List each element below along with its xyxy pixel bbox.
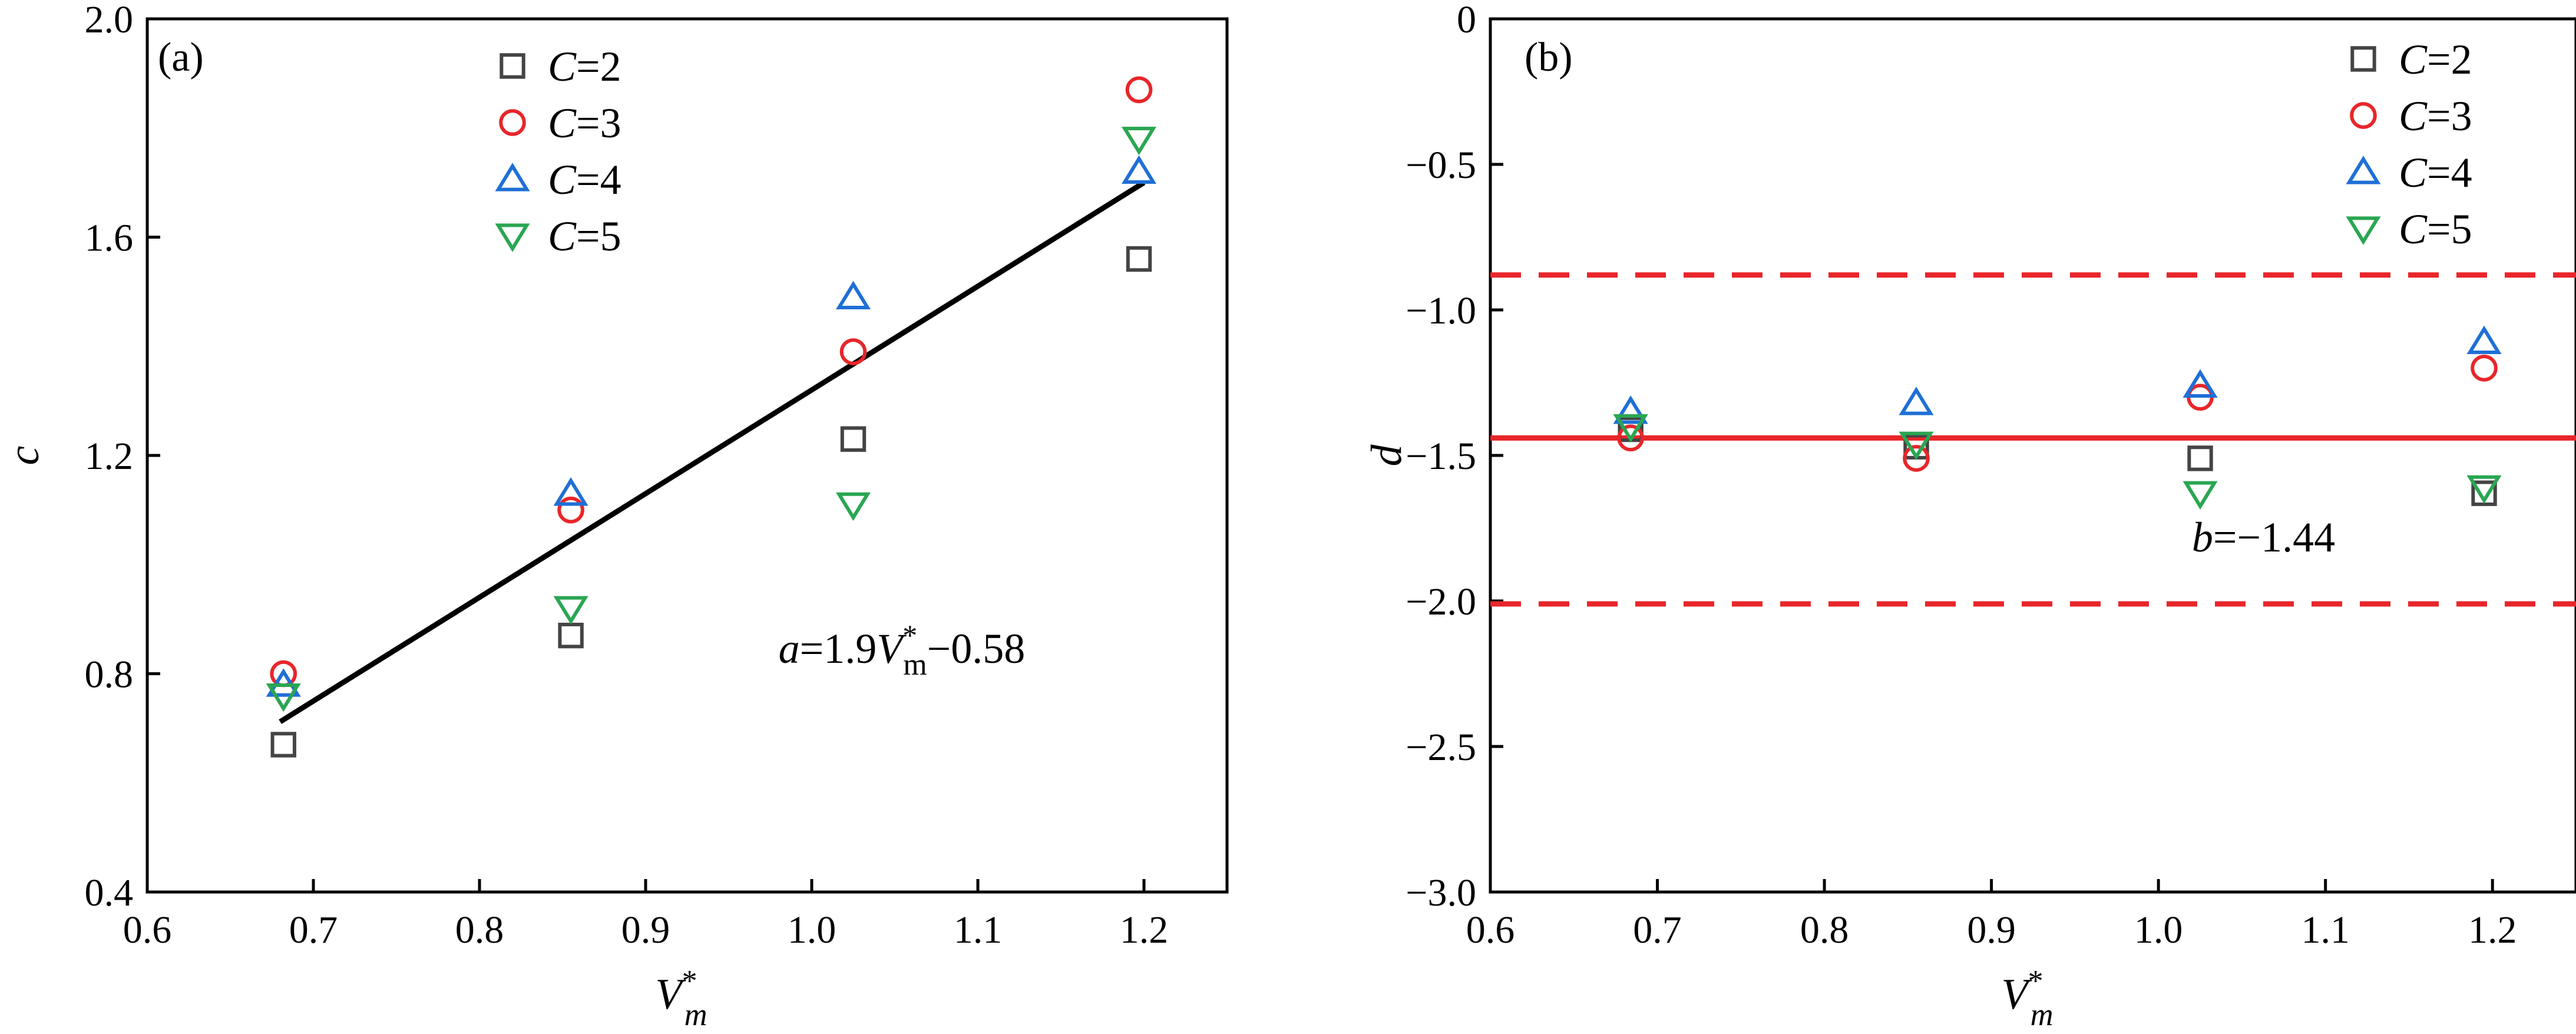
x-tick-label: 0.6 [1466,909,1515,952]
point-c5 [2183,481,2218,510]
x-axis-label: V* m [2001,964,2053,1032]
point-c5 [835,492,871,521]
point-c4 [835,280,871,309]
point-c3 [839,338,867,365]
point-c4 [266,668,301,697]
point-c3 [1903,445,1930,472]
y-tick-label: −3.0 [1406,871,1476,914]
point-c5 [1613,414,1648,443]
point-c5 [1899,431,1934,460]
x-tick-label: 1.2 [1120,909,1169,952]
x-tick-label: 1.0 [2134,909,2183,952]
legend-marker-c5 [2346,216,2381,245]
legend-marker-c2 [500,53,525,79]
y-tick-label: 2.0 [85,0,134,41]
point-c2 [1126,246,1152,272]
legend-marker-c2 [2350,46,2376,72]
x-tick-label: 0.6 [123,909,172,952]
point-c4 [1121,155,1157,184]
x-tick-label: 0.9 [1967,909,2016,952]
legend-marker-c3 [499,109,526,136]
panel-a: 0.6 0.7 0.8 0.9 1.0 1.1 1.2 0.4 0.8 1.2 1.6 2.0 V* m c… [0,0,1229,1032]
point-c2 [270,732,296,758]
legend-marker-c4 [495,163,530,191]
point-c2 [2187,445,2213,471]
y-tick-label: 0.8 [85,653,134,696]
plot-frame [146,17,1229,894]
y-tick-label: 1.2 [85,435,134,478]
point-c4 [1899,386,1934,415]
y-tick-label: 1.6 [85,217,134,260]
x-tick-label: 0.9 [621,909,670,952]
y-axis-label: d [1363,444,1411,467]
point-c2 [558,622,584,649]
x-tick-label: 1.0 [788,909,836,952]
legend-label-c3: C=3 [548,100,621,147]
x-tick-label: 0.7 [1633,909,1682,952]
legend-marker-c4 [2346,156,2381,184]
equation-annotation: a=1.9V* m−0.58 [779,619,1026,682]
point-c3 [557,496,584,524]
point-c5 [1121,127,1157,156]
point-c5 [266,683,301,712]
legend-marker-c3 [2350,102,2377,129]
x-axis-label: V* m [655,964,707,1032]
y-tick-label: 0.4 [85,871,134,914]
fit-line [279,180,1146,724]
y-axis-label: c [0,445,48,465]
legend-label-c4: C=4 [2399,149,2472,196]
point-c3 [2471,355,2498,382]
panel-tag: (a) [158,35,204,80]
point-c3 [1125,76,1153,104]
y-tick-label: −0.5 [1406,144,1476,187]
point-c5 [553,596,588,625]
point-c4 [2466,325,2502,354]
legend-label-c5: C=5 [2399,206,2472,253]
point-c5 [2466,475,2502,504]
x-tick-label: 1.2 [2468,909,2517,952]
legend-label-c2: C=2 [548,43,621,90]
y-tick-label: −2.5 [1406,726,1476,769]
x-tick-label: 0.7 [289,909,338,952]
x-tick-label: 1.1 [2301,909,2350,952]
y-tick-label: −2.0 [1406,580,1476,623]
legend-label-c4: C=4 [548,156,621,203]
point-c2 [2471,480,2497,506]
legend-label-c3: C=3 [2399,93,2472,140]
legend-label-c2: C=2 [2399,36,2472,83]
y-tick-label: −1.0 [1406,289,1476,332]
x-tick-label: 0.8 [455,909,504,952]
equation-annotation: b=−1.44 [2192,514,2335,561]
panel-b: 0.6 0.7 0.8 0.9 1.0 1.1 1.2 0 −0.5 −1.0 −1.5 −2.0 −2… [1363,0,2576,1032]
x-tick-label: 1.1 [954,909,1003,952]
y-tick-label: −1.5 [1406,435,1476,478]
x-tick-label: 0.8 [1800,909,1849,952]
legend-label-c5: C=5 [548,213,621,260]
point-c4 [2183,369,2218,398]
panel-tag: (b) [1525,35,1573,80]
point-c4 [1613,395,1648,424]
point-c4 [553,477,588,506]
point-c2 [840,426,867,452]
y-tick-label: 0 [1457,0,1476,41]
point-c3 [1617,424,1644,452]
legend-marker-c5 [495,223,530,252]
